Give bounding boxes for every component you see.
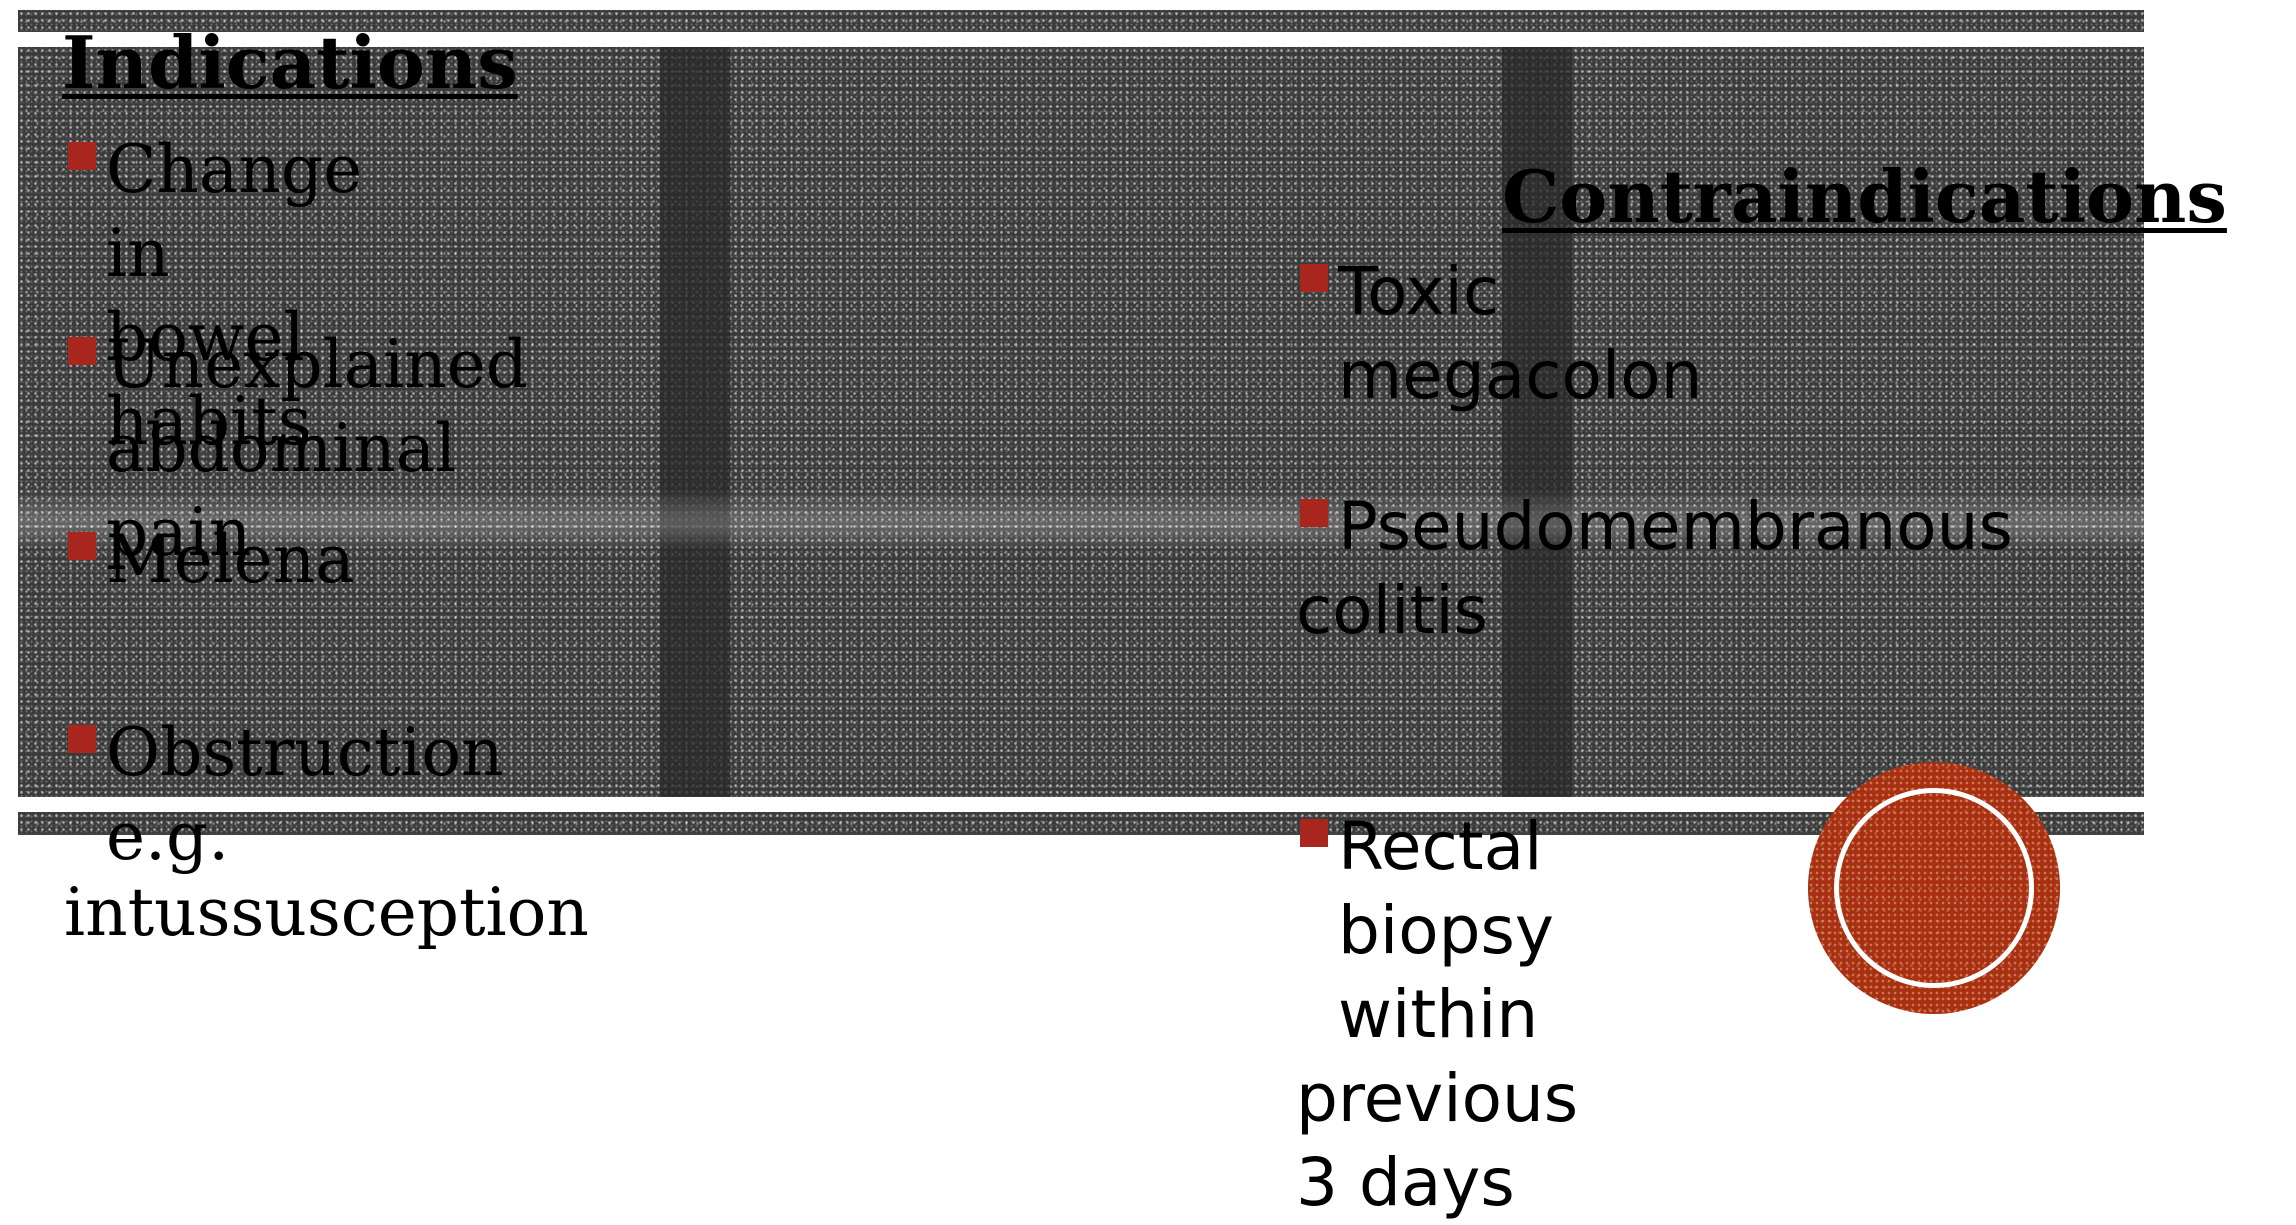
texture-column	[1502, 47, 1572, 797]
contraindications-heading: Contraindications	[1502, 154, 2227, 239]
square-bullet-icon	[1300, 819, 1328, 847]
list-item-line: Toxic megacolon	[1338, 253, 1703, 414]
indications-heading: Indications	[62, 20, 518, 105]
list-item-line: Melena	[106, 521, 355, 598]
square-bullet-icon	[68, 725, 96, 753]
square-bullet-icon	[68, 532, 96, 560]
texture-column	[660, 47, 730, 797]
list-item: Obstruction e.g. intussusception	[64, 711, 589, 955]
list-item-line: Pseudomembranous	[1338, 488, 2013, 565]
texture-band-bottom	[18, 812, 2144, 835]
square-bullet-icon	[1300, 499, 1328, 527]
list-item-line: colitis	[1296, 572, 1488, 649]
list-item-line: Obstruction e.g.	[106, 714, 504, 875]
list-item: Pseudomembranous colitis	[1296, 485, 2013, 653]
list-item: Melena	[64, 518, 355, 602]
list-item: Unexplained abdominal pain	[64, 323, 528, 575]
slide: Indications Change in bowel habits Unexp…	[18, 10, 2227, 1221]
texture-band-top	[18, 10, 2144, 32]
square-bullet-icon	[68, 142, 96, 170]
list-item-line: intussusception	[64, 874, 589, 951]
decorative-circle-ring	[1834, 788, 2034, 988]
list-item-line: Change in bowel habits	[106, 131, 363, 460]
list-item-line: previous 3 days	[1296, 1060, 1579, 1221]
square-bullet-icon	[68, 337, 96, 365]
list-item: Rectal biopsy within previous 3 days	[1296, 805, 1578, 1225]
list-item-line: Unexplained abdominal pain	[106, 326, 529, 571]
list-item: Change in bowel habits	[64, 128, 362, 464]
list-item: Toxic megacolon	[1296, 250, 1702, 418]
square-bullet-icon	[1300, 264, 1328, 292]
texture-band-main	[18, 47, 2144, 797]
texture-streak	[18, 490, 2144, 550]
list-item-line: Rectal biopsy within	[1338, 808, 1554, 1053]
